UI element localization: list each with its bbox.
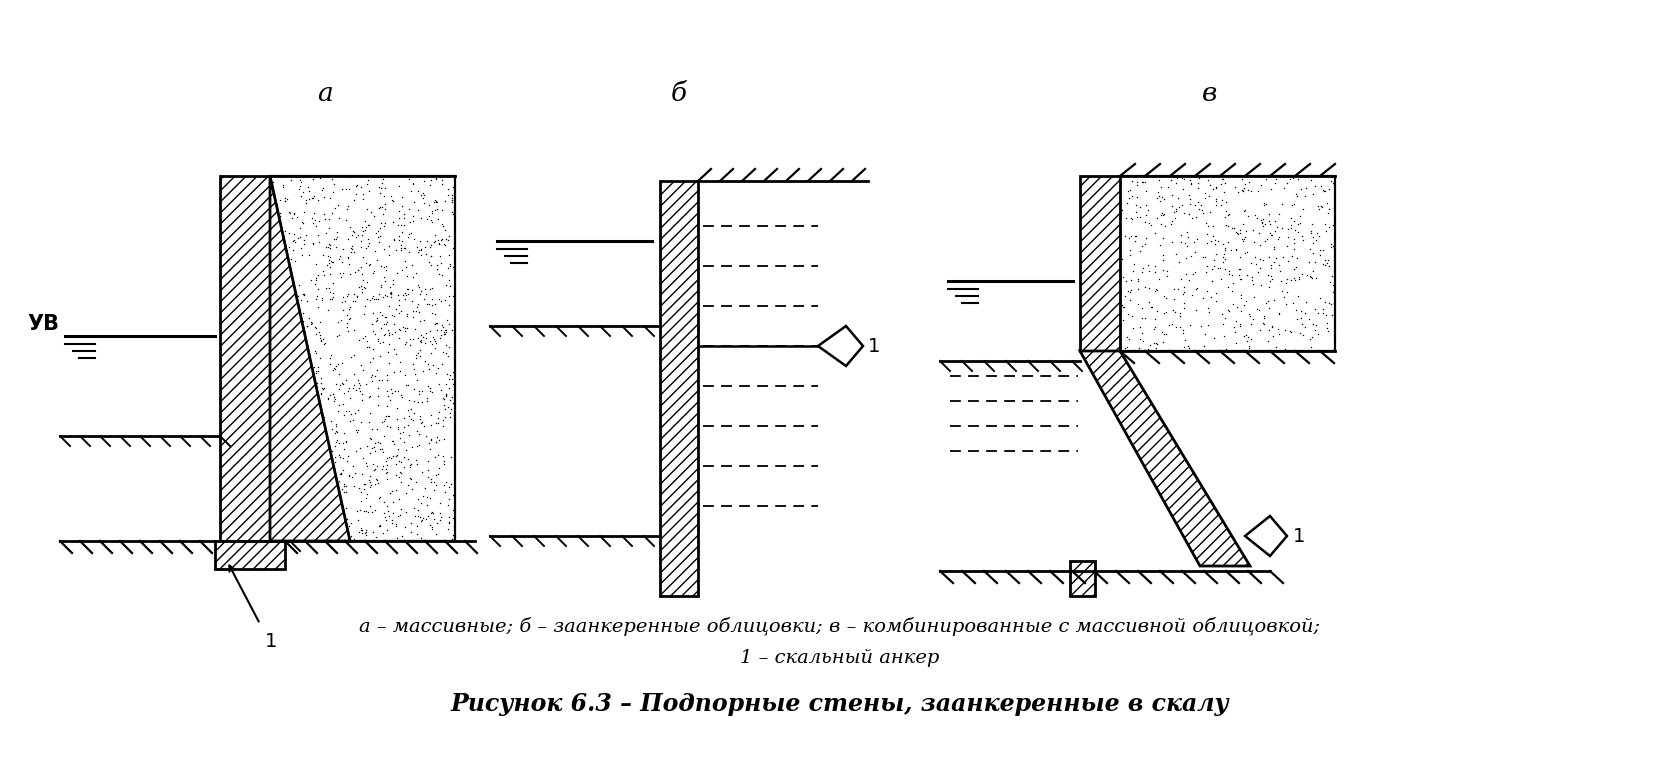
Polygon shape — [1080, 351, 1250, 566]
Text: а – массивные; б – заанкеренные облицовки; в – комбинированные с массивной облиц: а – массивные; б – заанкеренные облицовк… — [360, 617, 1320, 636]
Text: в: в — [1203, 81, 1218, 106]
Polygon shape — [1245, 516, 1287, 556]
Polygon shape — [270, 176, 349, 541]
Polygon shape — [1121, 176, 1336, 351]
Text: 1 – скальный анкер: 1 – скальный анкер — [741, 649, 939, 667]
Text: б: б — [670, 81, 687, 106]
Bar — [1070, 561, 1095, 596]
Bar — [1080, 176, 1121, 351]
Bar — [660, 181, 697, 596]
Text: 1: 1 — [869, 336, 880, 355]
Bar — [215, 541, 286, 569]
Text: Рисунок 6.3 – Подпорные стены, заанкеренные в скалу: Рисунок 6.3 – Подпорные стены, заанкерен… — [450, 692, 1230, 716]
Polygon shape — [818, 326, 864, 366]
Text: УВ: УВ — [27, 314, 59, 334]
Polygon shape — [270, 176, 455, 541]
Text: 1: 1 — [1294, 526, 1305, 545]
Bar — [220, 176, 270, 541]
Text: 1: 1 — [265, 632, 277, 651]
Text: а: а — [318, 81, 333, 106]
